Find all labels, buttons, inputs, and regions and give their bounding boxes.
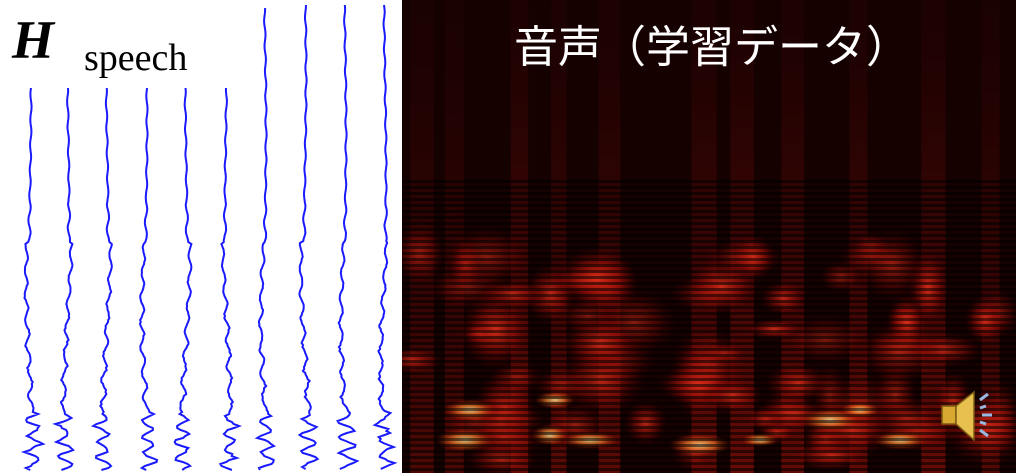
harmonic-stripes	[402, 180, 1016, 473]
figure: H speech 音声（学習データ）	[0, 0, 1016, 473]
panel-label: H	[11, 10, 56, 70]
page: Speech figure html, body { margin: 0; pa…	[0, 0, 1016, 473]
speaker-body	[942, 406, 956, 424]
body: {"left_panel": {"label": "H", "subscript…	[0, 0, 1016, 473]
spectrogram-title: 音声（学習データ）	[514, 22, 910, 73]
panel-label-subscript: speech	[84, 37, 187, 79]
